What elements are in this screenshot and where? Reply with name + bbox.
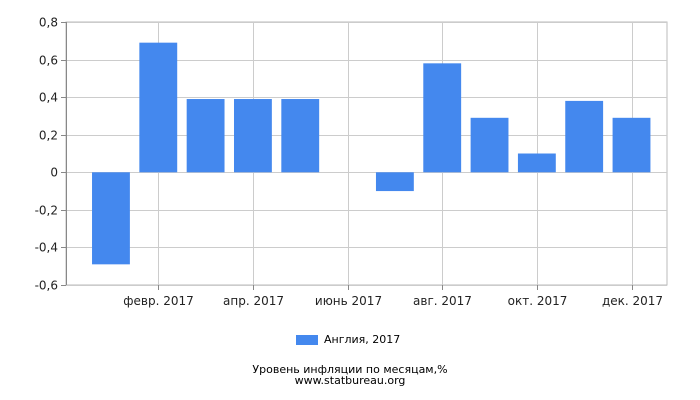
bar — [612, 117, 651, 173]
bar — [470, 117, 509, 173]
bar — [375, 172, 414, 192]
y-tick-label: 0,2 — [39, 129, 58, 143]
bar — [281, 99, 320, 173]
y-tick-label: 0 — [50, 166, 58, 180]
y-tick-label: 0,6 — [39, 54, 58, 68]
chart-caption: Уровень инфляции по месяцам,% — [252, 363, 448, 376]
y-tick-label: 0,4 — [39, 91, 58, 105]
y-tick-label: -0,6 — [35, 279, 58, 293]
legend: Англия, 2017 — [296, 333, 400, 346]
x-tick-label: июнь 2017 — [315, 294, 382, 308]
bar — [517, 153, 556, 173]
x-tick-label: февр. 2017 — [123, 294, 194, 308]
x-tick-label: авг. 2017 — [413, 294, 472, 308]
y-tick-label: -0,4 — [35, 241, 58, 255]
bar — [565, 100, 604, 173]
legend-label: Англия, 2017 — [324, 333, 401, 346]
bar — [233, 99, 272, 173]
x-tick-label: окт. 2017 — [508, 294, 568, 308]
bar — [186, 99, 225, 173]
x-tick-label: апр. 2017 — [223, 294, 284, 308]
bar — [139, 42, 178, 173]
legend-swatch — [296, 334, 318, 345]
y-tick-label: 0,8 — [39, 16, 58, 30]
source-url: www.statbureau.org — [294, 374, 406, 387]
y-tick-label: -0,2 — [35, 204, 58, 218]
bar — [92, 172, 130, 265]
x-tick-label: дек. 2017 — [602, 294, 663, 308]
bar — [423, 63, 462, 173]
